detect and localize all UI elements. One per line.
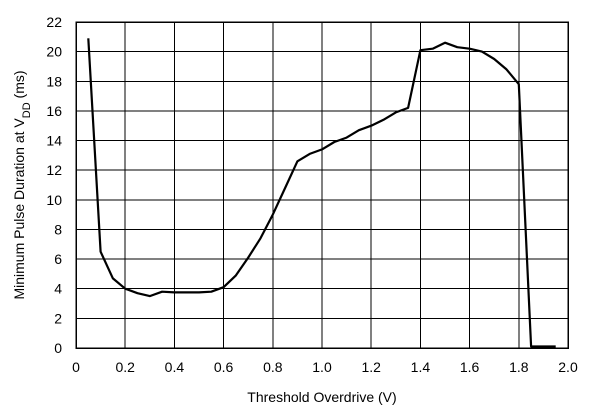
- y-tick-label: 22: [46, 14, 62, 30]
- grid-lines: [75, 21, 569, 349]
- x-tick-label: 0: [72, 359, 80, 375]
- y-tick-label: 0: [54, 340, 62, 356]
- y-tick-label: 16: [46, 103, 62, 119]
- y-tick-label: 12: [46, 162, 62, 178]
- x-tick-label: 1.2: [361, 359, 381, 375]
- y-tick-label: 4: [54, 281, 62, 297]
- y-tick-label: 18: [46, 73, 62, 89]
- y-axis-title: Minimum Pulse Duration at VDD (ms): [11, 70, 33, 299]
- x-tick-label: 0.8: [263, 359, 283, 375]
- series-line: [87, 38, 556, 348]
- x-tick-label: 0.6: [214, 359, 234, 375]
- x-tick-label: 1.4: [411, 359, 431, 375]
- y-axis-title-subscript: DD: [21, 102, 33, 118]
- x-axis-title: Threshold Overdrive (V): [247, 389, 396, 405]
- x-tick-label: 1.8: [509, 359, 529, 375]
- y-axis-title-main: Minimum Pulse Duration at V: [11, 118, 27, 300]
- x-tick-labels: 0 0.2 0.4 0.6 0.8 1.0 1.2 1.4 1.6 1.8 2.0: [72, 359, 578, 375]
- y-tick-label: 2: [54, 310, 62, 326]
- y-tick-label: 14: [46, 133, 62, 149]
- y-tick-label: 20: [46, 44, 62, 60]
- y-tick-label: 8: [54, 221, 62, 237]
- x-tick-label: 1.6: [460, 359, 480, 375]
- y-tick-label: 10: [46, 192, 62, 208]
- x-tick-label: 0.2: [115, 359, 135, 375]
- x-tick-label: 1.0: [312, 359, 332, 375]
- x-tick-label: 2.0: [558, 359, 578, 375]
- y-axis-title-unit: (ms): [11, 70, 27, 102]
- y-tick-labels: 0 2 4 6 8 10 12 14 16 18 20 22: [46, 14, 62, 356]
- plot-frame: [75, 21, 569, 349]
- y-tick-label: 6: [54, 251, 62, 267]
- x-tick-label: 0.4: [165, 359, 185, 375]
